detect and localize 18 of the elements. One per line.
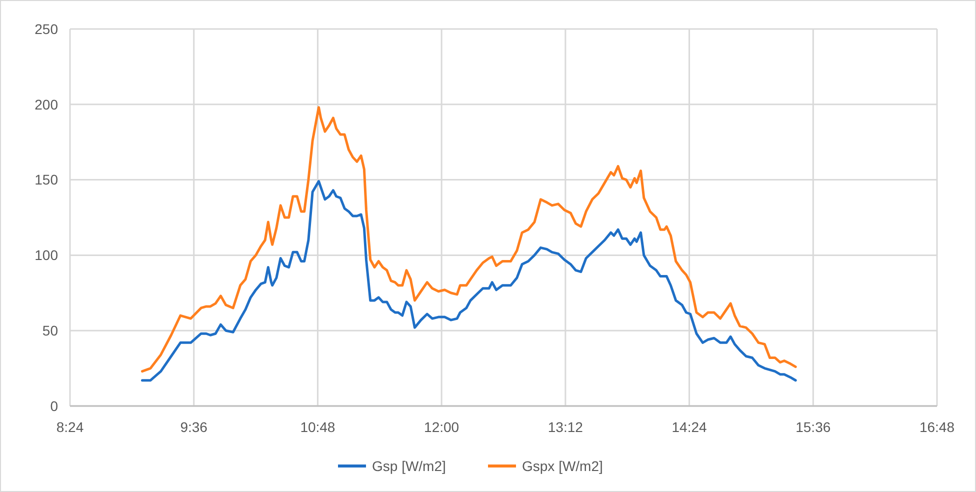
y-tick-label: 200: [34, 96, 58, 112]
x-tick-label: 12:00: [424, 419, 460, 435]
x-tick-label: 9:36: [180, 419, 208, 435]
x-tick-label: 16:48: [919, 419, 955, 435]
y-tick-label: 150: [34, 172, 58, 188]
y-tick-label: 0: [50, 398, 58, 414]
line-series: [141, 180, 797, 382]
line-series: [141, 106, 797, 373]
y-tick-label: 100: [34, 247, 58, 264]
x-tick-label: 15:36: [796, 419, 831, 435]
x-tick-label: 14:24: [672, 419, 708, 435]
x-tick-label: 8:24: [56, 419, 84, 435]
legend-label: Gsp [W/m2]: [372, 458, 446, 474]
x-tick-label: 13:12: [548, 419, 584, 435]
y-tick-label: 50: [42, 322, 58, 338]
legend-label: Gspx [W/m2]: [522, 458, 603, 474]
x-tick-label: 10:48: [300, 419, 336, 435]
y-tick-label: 250: [34, 20, 58, 37]
